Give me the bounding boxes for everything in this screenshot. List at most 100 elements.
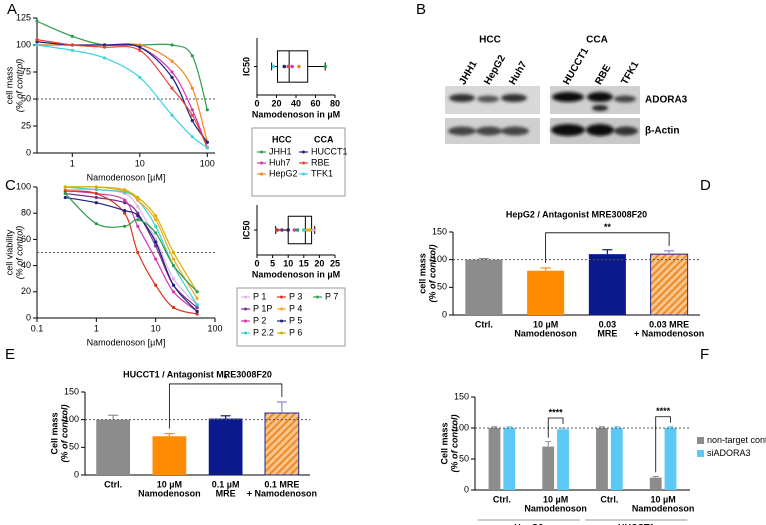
y-tick-label: 60: [21, 234, 31, 244]
y-tick-label: 80: [21, 208, 31, 218]
y-tick-label: 40: [21, 260, 31, 270]
legend-label: P 5: [289, 315, 302, 325]
y-tick-label: 0: [442, 309, 447, 319]
data-point: [292, 228, 297, 232]
x-tick-label: 0.03: [599, 319, 617, 329]
panel-label: A: [7, 1, 17, 18]
data-point: [290, 64, 294, 69]
legend-label: P 1: [253, 291, 266, 301]
legend-swatch: [244, 319, 247, 323]
x-tick-label: MRE: [216, 488, 236, 498]
y-tick-label: 75: [21, 66, 31, 76]
y-tick-label: 20: [21, 286, 31, 296]
y-axis-label: IC50: [241, 220, 251, 239]
x-axis-label: Namodenoson [µM]: [87, 337, 166, 347]
data-point: [154, 231, 158, 235]
panel-label: C: [5, 177, 16, 194]
x-axis-label: Namodenoson in µM: [252, 109, 340, 119]
data-point: [190, 113, 194, 117]
data-point: [297, 64, 301, 69]
panel-label: B: [416, 1, 426, 18]
y-axis-label: (% of control): [14, 59, 24, 113]
x-tick-label: Ctrl.: [475, 319, 493, 329]
chart-title: HepG2 / Antagonist MRE3008F20: [506, 209, 647, 219]
data-point: [170, 113, 174, 117]
x-tick-label: 10 µM: [651, 494, 676, 504]
legend-label: TFK1: [311, 168, 333, 178]
legend-box: [251, 127, 346, 197]
data-point: [123, 201, 127, 205]
x-tick-label: Ctrl.: [600, 494, 618, 504]
panel-label: D: [700, 177, 711, 194]
data-point: [123, 211, 127, 215]
significance-label: ****: [549, 407, 564, 417]
legend-swatch: [260, 150, 263, 154]
x-tick-label: 10 µM: [543, 494, 568, 504]
x-tick-label: Namodenoson: [514, 328, 577, 338]
data-point: [308, 228, 312, 232]
lane-label: HepG2: [482, 53, 508, 87]
data-point: [195, 303, 199, 307]
legend-box: [236, 287, 346, 347]
data-point: [195, 305, 199, 310]
bar: [649, 477, 662, 490]
x-tick-label: 1: [70, 158, 75, 168]
significance-bracket: [168, 383, 283, 429]
legend-swatch: [244, 307, 247, 311]
protein-label: β-Actin: [645, 126, 679, 137]
bar: [465, 259, 503, 315]
y-tick-label: 0: [74, 469, 79, 479]
data-point: [154, 244, 158, 248]
x-tick-label: 100: [207, 323, 222, 333]
data-point: [190, 135, 194, 139]
data-point: [170, 70, 174, 74]
protein-label: ADORA3: [645, 95, 688, 106]
bar: [610, 428, 623, 490]
blot-bands: [448, 92, 638, 136]
legend-swatch: [244, 331, 247, 335]
legend-label: P 7: [325, 291, 338, 301]
data-point: [138, 75, 142, 79]
significance-label: **: [604, 222, 612, 232]
bar: [557, 429, 569, 490]
data-point: [94, 191, 98, 196]
bar: [527, 270, 565, 315]
data-point: [195, 290, 199, 294]
lane-label: HUCCT1: [561, 46, 591, 87]
data-point: [195, 296, 199, 300]
data-point: [286, 228, 291, 232]
group-label: HUCCT1: [618, 522, 655, 525]
significance-label: ****: [656, 406, 671, 416]
curve: [65, 190, 198, 312]
data-point: [63, 185, 67, 189]
data-point: [171, 257, 176, 261]
x-axis-label: Namodenoson [µM]: [87, 172, 166, 182]
x-tick-label: Ctrl.: [493, 494, 511, 504]
significance-label: *: [224, 373, 228, 383]
curve: [65, 186, 198, 299]
legend-swatch: [280, 331, 283, 335]
curve: [65, 188, 198, 306]
data-point: [205, 108, 209, 112]
curve: [36, 41, 208, 143]
bar: [208, 418, 243, 475]
legend-label: HUCCT1: [311, 146, 348, 156]
legend-swatch: [316, 295, 319, 299]
x-tick-label: 10: [135, 158, 145, 168]
data-point: [35, 19, 39, 23]
y-axis-label: Cell mass: [439, 422, 449, 464]
data-point: [323, 64, 328, 69]
legend-swatch: [302, 161, 305, 165]
bar: [503, 428, 516, 490]
x-tick-label: 0.1 MRE: [264, 479, 299, 489]
y-axis-label: cell viability: [4, 229, 14, 275]
legend-label: P 4: [289, 303, 302, 313]
x-tick-label: 0: [254, 258, 259, 268]
x-tick-label: 1: [94, 323, 99, 333]
data-point: [63, 195, 67, 200]
x-tick-label: 0.03 MRE: [649, 319, 689, 329]
y-axis-label: (% of control): [427, 245, 437, 303]
data-point: [190, 54, 194, 58]
y-tick-label: 50: [437, 282, 447, 292]
